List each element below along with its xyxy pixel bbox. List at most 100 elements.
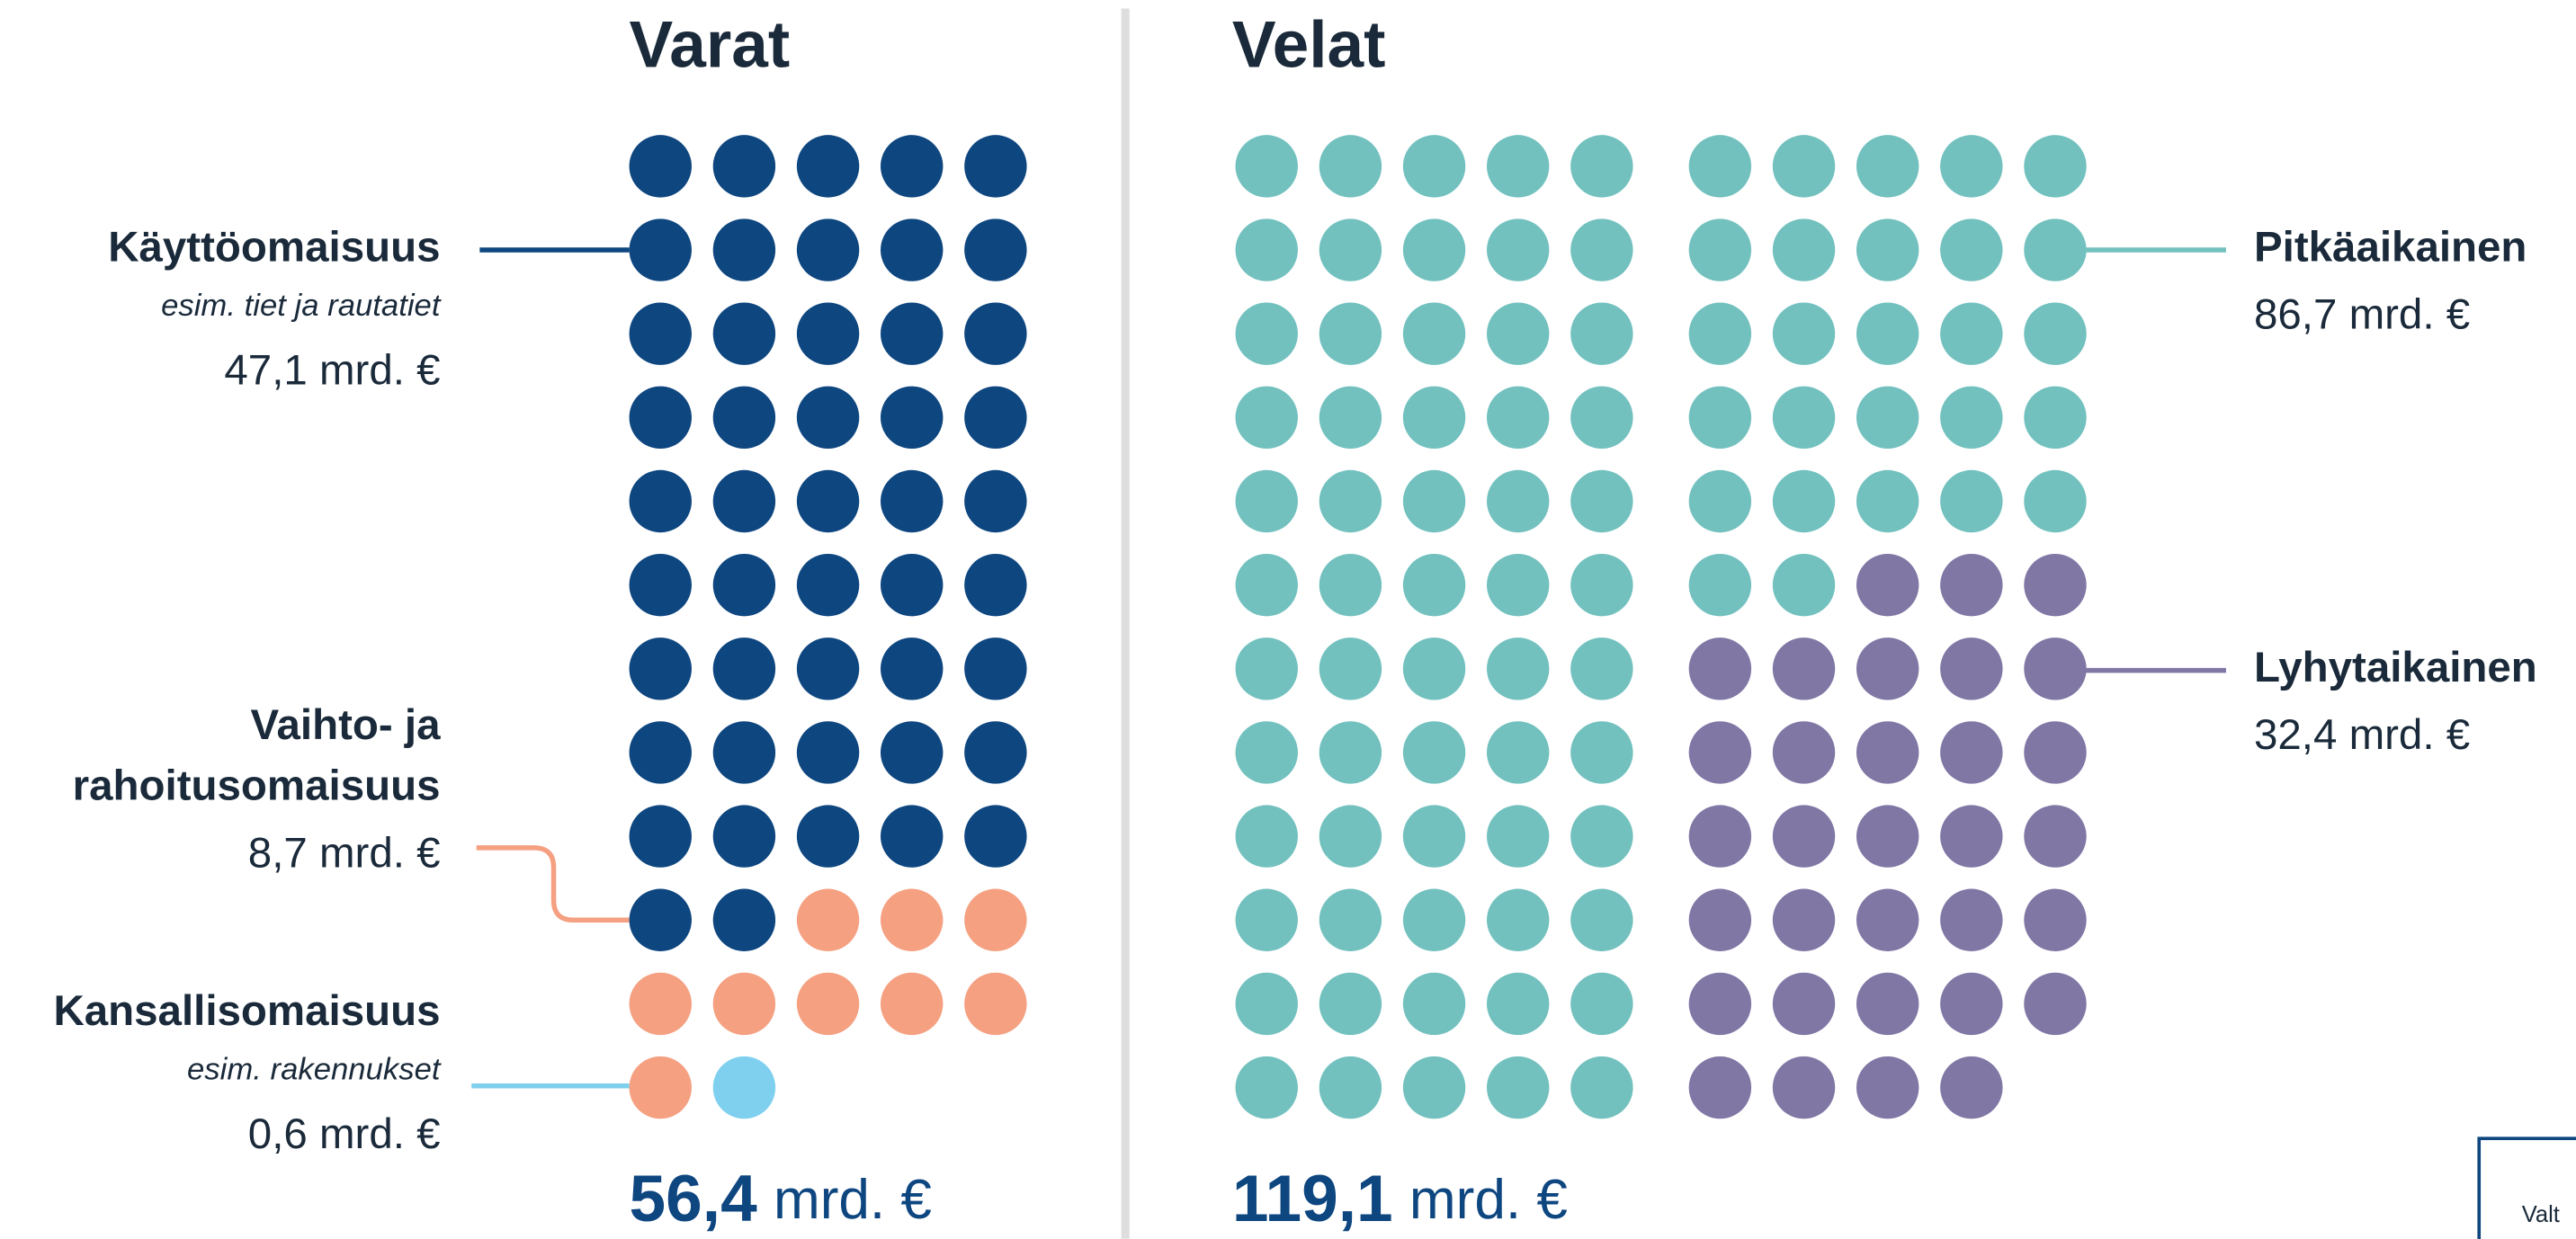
- dot: [881, 721, 944, 784]
- dot: [881, 218, 944, 281]
- dot: [1570, 302, 1633, 365]
- dot: [1487, 721, 1550, 784]
- dot: [712, 135, 776, 198]
- dot: [881, 805, 944, 868]
- dot: [1319, 721, 1382, 784]
- dot: [1940, 302, 2003, 365]
- dot: [1688, 888, 1752, 951]
- dot: [1319, 469, 1382, 533]
- dot: [1772, 302, 1836, 365]
- dot: [629, 302, 692, 365]
- dot: [881, 553, 944, 617]
- dot: [1487, 469, 1550, 533]
- dot: [1772, 469, 1836, 533]
- dot: [796, 553, 860, 617]
- dot: [1487, 972, 1550, 1036]
- corner-text: Valt: [2522, 1202, 2560, 1227]
- dot: [1570, 553, 1633, 617]
- dot: [1856, 888, 1919, 951]
- dot: [1940, 721, 2003, 784]
- dot: [1688, 218, 1752, 281]
- dot: [1772, 721, 1836, 784]
- dot: [1402, 888, 1466, 951]
- dot: [881, 469, 944, 533]
- dot: [1487, 135, 1550, 198]
- dot: [1856, 386, 1919, 450]
- series-note: esim. rakennukset: [187, 1052, 442, 1086]
- dot: [1570, 469, 1633, 533]
- dot: [1402, 553, 1466, 617]
- dot: [964, 386, 1027, 450]
- dot: [629, 1056, 692, 1119]
- dot: [1319, 1056, 1382, 1119]
- series-note: esim. tiet ja rautatiet: [161, 289, 442, 323]
- dot: [964, 469, 1027, 533]
- dot: [881, 386, 944, 450]
- dot: [1940, 386, 2003, 450]
- panel-title: Velat: [1232, 8, 1386, 81]
- dot: [1402, 1056, 1466, 1119]
- dot: [712, 386, 776, 450]
- dot: [1856, 302, 1919, 365]
- dot: [1940, 135, 2003, 198]
- dot: [796, 302, 860, 365]
- dot: [1235, 972, 1298, 1036]
- dot: [881, 135, 944, 198]
- dot: [2024, 721, 2087, 784]
- corner-box: [2477, 1136, 2576, 1239]
- total-unit: mrd. €: [774, 1170, 932, 1232]
- dot: [1319, 386, 1382, 450]
- dot: [881, 972, 944, 1036]
- dot: [1402, 218, 1466, 281]
- dot: [2024, 218, 2087, 281]
- panel-total: 119,1 mrd. €: [1232, 1163, 1568, 1236]
- dot: [1688, 553, 1752, 617]
- dot: [2024, 135, 2087, 198]
- series-name: Pitkäaikainen: [2254, 224, 2527, 272]
- dot: [1570, 135, 1633, 198]
- dot: [1235, 302, 1298, 365]
- dot: [1688, 469, 1752, 533]
- dot: [712, 888, 776, 951]
- dot: [1235, 805, 1298, 868]
- dot: [964, 135, 1027, 198]
- series-value: 86,7 mrd. €: [2254, 290, 2470, 338]
- dot: [1856, 218, 1919, 281]
- dot: [1940, 637, 2003, 700]
- dot: [1319, 637, 1382, 700]
- series-value: 32,4 mrd. €: [2254, 711, 2470, 759]
- dot: [1235, 135, 1298, 198]
- dot: [1235, 218, 1298, 281]
- dot: [1487, 218, 1550, 281]
- dot: [1319, 972, 1382, 1036]
- dot: [1319, 135, 1382, 198]
- total-unit: mrd. €: [1409, 1170, 1568, 1232]
- dot: [712, 218, 776, 281]
- dot: [1772, 553, 1836, 617]
- dot: [1688, 972, 1752, 1036]
- dot: [2024, 469, 2087, 533]
- dot: [796, 218, 860, 281]
- dot: [1856, 805, 1919, 868]
- dot: [964, 218, 1027, 281]
- dot: [1235, 553, 1298, 617]
- dot: [712, 721, 776, 784]
- dot: [1402, 469, 1466, 533]
- dot: [1940, 888, 2003, 951]
- dot: [1487, 386, 1550, 450]
- dot: [1688, 637, 1752, 700]
- dot: [2024, 805, 2087, 868]
- dot: [964, 302, 1027, 365]
- dot: [1570, 972, 1633, 1036]
- dot: [964, 553, 1027, 617]
- dot: [629, 637, 692, 700]
- dot: [1570, 386, 1633, 450]
- dot: [1940, 553, 2003, 617]
- dot: [1570, 888, 1633, 951]
- series-name: rahoitusomaisuus: [73, 762, 441, 810]
- total-value: 119,1: [1232, 1163, 1393, 1236]
- dot: [1940, 218, 2003, 281]
- dot: [629, 805, 692, 868]
- series-name: Vaihto- ja: [250, 701, 441, 749]
- dot: [1772, 1056, 1836, 1119]
